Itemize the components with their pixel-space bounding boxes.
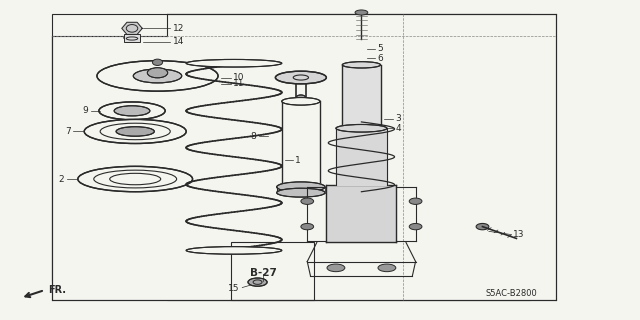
Text: 5: 5 xyxy=(378,44,383,53)
Text: FR.: FR. xyxy=(48,285,66,295)
Polygon shape xyxy=(122,22,142,34)
Ellipse shape xyxy=(78,166,193,192)
Text: 3: 3 xyxy=(395,114,401,123)
Text: 12: 12 xyxy=(173,24,185,33)
Text: 1: 1 xyxy=(295,156,301,164)
Polygon shape xyxy=(326,185,396,243)
Ellipse shape xyxy=(114,106,150,116)
Text: 2: 2 xyxy=(59,174,65,184)
Text: 11: 11 xyxy=(233,79,244,88)
Polygon shape xyxy=(336,128,387,185)
Ellipse shape xyxy=(301,198,314,204)
Text: B-27: B-27 xyxy=(250,268,276,278)
Ellipse shape xyxy=(476,223,489,230)
Ellipse shape xyxy=(378,264,396,272)
Text: 15: 15 xyxy=(228,284,240,293)
Ellipse shape xyxy=(336,124,387,132)
Ellipse shape xyxy=(84,119,186,143)
Ellipse shape xyxy=(342,176,381,182)
Text: 4: 4 xyxy=(395,124,401,133)
Ellipse shape xyxy=(301,223,314,230)
Ellipse shape xyxy=(327,264,345,272)
Ellipse shape xyxy=(124,36,140,40)
Ellipse shape xyxy=(152,59,163,66)
Text: 7: 7 xyxy=(65,127,71,136)
Ellipse shape xyxy=(342,62,381,68)
Ellipse shape xyxy=(296,95,306,101)
Ellipse shape xyxy=(248,278,267,286)
Ellipse shape xyxy=(147,68,168,78)
Ellipse shape xyxy=(186,60,282,67)
Text: 9: 9 xyxy=(83,106,88,115)
Text: 14: 14 xyxy=(173,37,185,46)
Bar xyxy=(52,36,403,281)
Bar xyxy=(231,243,314,300)
Bar xyxy=(167,14,531,300)
Text: 13: 13 xyxy=(513,230,525,239)
Bar xyxy=(52,14,556,300)
Text: 6: 6 xyxy=(378,54,383,63)
Text: 8: 8 xyxy=(250,132,256,141)
Ellipse shape xyxy=(97,61,218,91)
Ellipse shape xyxy=(275,71,326,84)
Ellipse shape xyxy=(409,198,422,204)
Ellipse shape xyxy=(355,10,368,15)
Ellipse shape xyxy=(186,247,282,254)
Text: 10: 10 xyxy=(233,73,244,82)
Ellipse shape xyxy=(409,223,422,230)
Bar xyxy=(124,34,140,42)
Polygon shape xyxy=(342,65,381,179)
Ellipse shape xyxy=(276,182,325,192)
Ellipse shape xyxy=(133,69,182,83)
Ellipse shape xyxy=(116,127,154,136)
Ellipse shape xyxy=(276,188,325,197)
Ellipse shape xyxy=(282,98,320,105)
Ellipse shape xyxy=(99,102,165,120)
Text: S5AC-B2800: S5AC-B2800 xyxy=(485,289,537,298)
